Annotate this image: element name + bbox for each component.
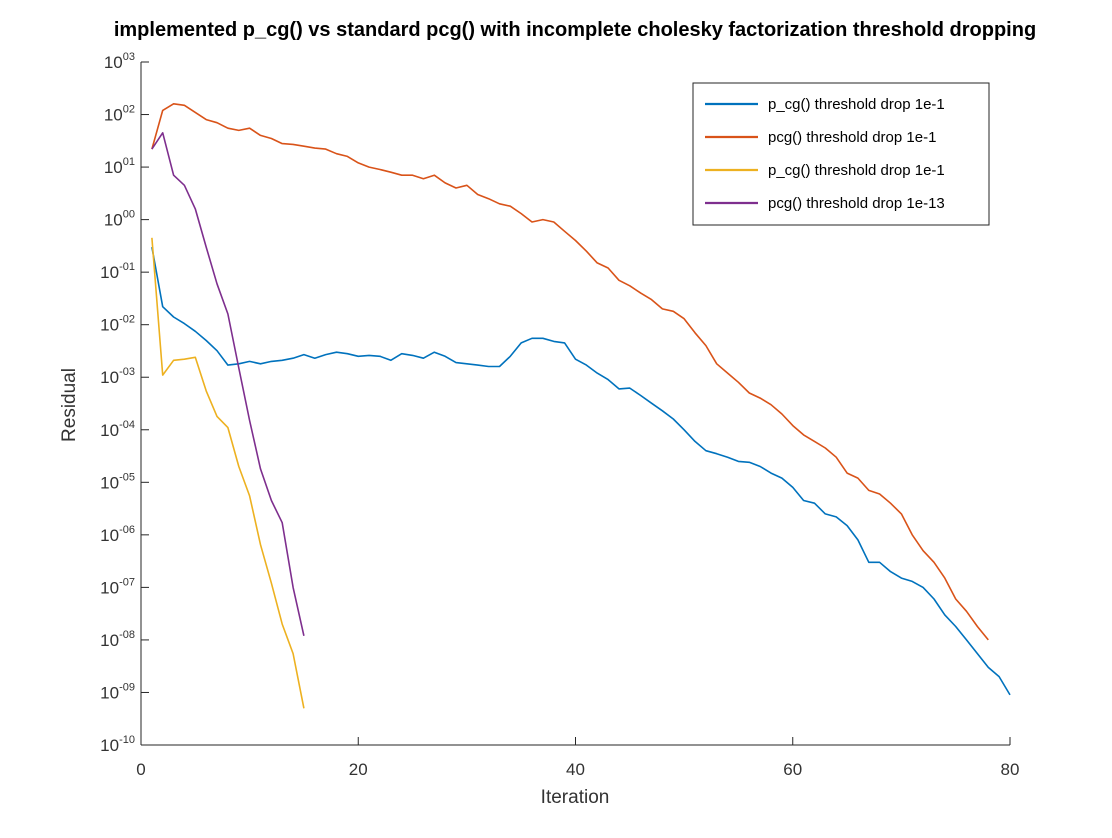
x-tick-label: 20 [349, 760, 368, 779]
x-tick-label: 80 [1001, 760, 1020, 779]
plot-lines [151, 103, 1011, 709]
y-tick-label: 1002 [104, 104, 135, 125]
series-line-2 [151, 103, 989, 641]
axes: 0 20 40 60 80 10-10 10-09 10-08 10-07 10-06 10-05 1… [100, 51, 1019, 779]
x-axis-label: Iteration [541, 787, 610, 808]
series-line-1 [151, 246, 1011, 696]
y-tick-label: 10-04 [100, 419, 135, 440]
y-tick-label: 10-03 [100, 366, 135, 387]
y-tick-label: 10-01 [100, 261, 135, 282]
y-tick-label: 10-08 [100, 629, 135, 650]
y-tick-label: 10-10 [100, 734, 135, 755]
y-tick-label: 10-05 [100, 471, 135, 492]
legend-entry-1: p_cg() threshold drop 1e-1 [768, 96, 945, 113]
y-axis-label: Residual [59, 368, 80, 442]
y-tick-label: 1000 [104, 209, 135, 230]
chart-title: implemented p_cg() vs standard pcg() wit… [114, 19, 1036, 41]
x-tick-label: 0 [136, 760, 145, 779]
y-tick-label: 1003 [104, 51, 135, 72]
y-tick-label: 10-07 [100, 576, 135, 597]
legend: p_cg() threshold drop 1e-1 pcg() threshol… [692, 82, 990, 226]
series-line-3 [151, 237, 305, 709]
series-line-4 [151, 132, 305, 636]
x-tick-label: 60 [783, 760, 802, 779]
legend-box [692, 82, 990, 226]
y-tick-label: 10-02 [100, 314, 135, 335]
y-tick-label: 1001 [104, 156, 135, 177]
y-tick-label: 10-06 [100, 524, 135, 545]
legend-entry-2: pcg() threshold drop 1e-1 [768, 129, 936, 146]
x-tick-label: 40 [566, 760, 585, 779]
y-tick-label: 10-09 [100, 681, 135, 702]
legend-entry-3: p_cg() threshold drop 1e-1 [768, 162, 945, 179]
legend-entry-4: pcg() threshold drop 1e-13 [768, 195, 945, 212]
